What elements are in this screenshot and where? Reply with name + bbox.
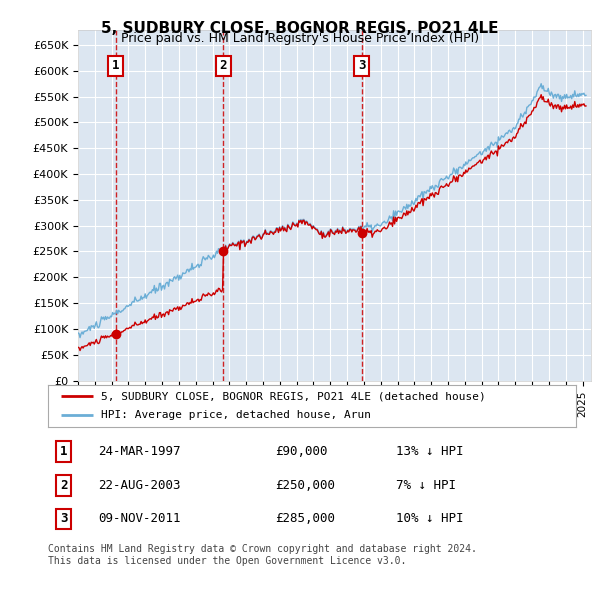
Text: Contains HM Land Registry data © Crown copyright and database right 2024.
This d: Contains HM Land Registry data © Crown c…	[48, 544, 477, 566]
Text: 5, SUDBURY CLOSE, BOGNOR REGIS, PO21 4LE: 5, SUDBURY CLOSE, BOGNOR REGIS, PO21 4LE	[101, 21, 499, 35]
Text: 1: 1	[60, 445, 68, 458]
Text: £250,000: £250,000	[275, 479, 335, 492]
Text: 2: 2	[220, 59, 227, 72]
Text: 2: 2	[60, 479, 68, 492]
Text: 24-MAR-1997: 24-MAR-1997	[98, 445, 181, 458]
Text: 3: 3	[358, 59, 365, 72]
Text: HPI: Average price, detached house, Arun: HPI: Average price, detached house, Arun	[101, 411, 371, 421]
Text: 09-NOV-2011: 09-NOV-2011	[98, 513, 181, 526]
Text: 22-AUG-2003: 22-AUG-2003	[98, 479, 181, 492]
Text: 7% ↓ HPI: 7% ↓ HPI	[397, 479, 457, 492]
Text: £90,000: £90,000	[275, 445, 328, 458]
Text: 3: 3	[60, 513, 68, 526]
Text: 10% ↓ HPI: 10% ↓ HPI	[397, 513, 464, 526]
Text: 5, SUDBURY CLOSE, BOGNOR REGIS, PO21 4LE (detached house): 5, SUDBURY CLOSE, BOGNOR REGIS, PO21 4LE…	[101, 391, 485, 401]
Text: £285,000: £285,000	[275, 513, 335, 526]
Text: 1: 1	[112, 59, 119, 72]
Text: 13% ↓ HPI: 13% ↓ HPI	[397, 445, 464, 458]
Text: Price paid vs. HM Land Registry's House Price Index (HPI): Price paid vs. HM Land Registry's House …	[121, 32, 479, 45]
